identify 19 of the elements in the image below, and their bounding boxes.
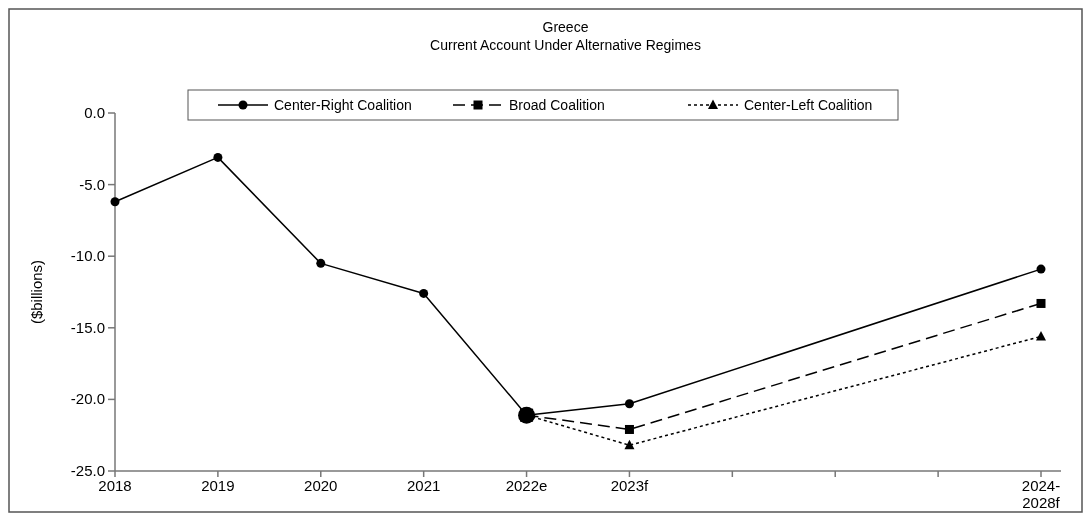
chart-title: Greece (542, 19, 589, 35)
x-tick-label: 2022e (505, 477, 548, 494)
y-tick-label: -15.0 (70, 318, 105, 336)
x-tick-label: 2020 (304, 477, 338, 494)
y-tick-label: -5.0 (79, 175, 105, 193)
y-tick-label: -10.0 (70, 247, 105, 265)
y-tick-label: -20.0 (70, 390, 105, 408)
x-tick-label: 2018 (98, 477, 132, 494)
x-tick-label: 2024-2028f (1021, 477, 1061, 511)
y-tick-label: 0.0 (84, 104, 105, 121)
legend-label: Broad Coalition (509, 97, 605, 113)
legend-label: Center-Left Coalition (744, 97, 873, 113)
legend-label: Center-Right Coalition (274, 97, 412, 113)
x-tick-label: 2021 (406, 477, 441, 494)
y-axis-title: ($billions) (28, 259, 45, 325)
chart-subtitle: Current Account Under Alternative Regimes (430, 37, 701, 53)
y-tick-label: -25.0 (70, 462, 105, 479)
x-tick-label: 2023f (610, 477, 650, 494)
x-tick-label: 2019 (201, 477, 235, 494)
